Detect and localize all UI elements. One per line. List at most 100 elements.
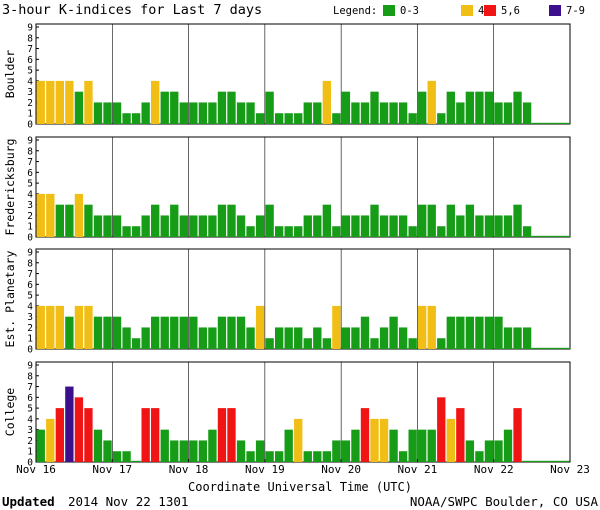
bar (503, 429, 513, 462)
bar (313, 451, 322, 462)
bar (522, 460, 532, 462)
bar (284, 327, 293, 349)
bar (274, 451, 284, 462)
bar (265, 451, 274, 462)
bar (93, 316, 103, 349)
bar (227, 408, 236, 462)
bar (541, 235, 551, 237)
bar (522, 226, 532, 237)
bar (284, 113, 293, 124)
bar (65, 316, 74, 349)
bar (475, 91, 484, 124)
legend-entry-label: 7-9 (566, 5, 585, 17)
bar (560, 235, 570, 237)
bar (494, 102, 503, 124)
y-tick-label: 6 (27, 393, 33, 404)
bar (418, 204, 427, 237)
bar (322, 204, 332, 237)
bar (112, 102, 122, 124)
bar (503, 215, 513, 237)
bar (513, 204, 522, 237)
bar (122, 113, 131, 124)
bar (36, 193, 45, 237)
y-tick-label: 8 (27, 258, 33, 269)
bar (370, 418, 379, 462)
y-tick-label: 9 (27, 361, 33, 372)
bar (208, 429, 217, 462)
bar (170, 204, 179, 237)
bar (379, 418, 389, 462)
bar (160, 429, 169, 462)
bar (74, 305, 84, 349)
y-tick-label: 1 (27, 447, 33, 458)
y-tick-label: 2 (27, 98, 33, 109)
bar (179, 440, 188, 462)
bar (427, 429, 436, 462)
x-tick-label: Nov 20 (321, 463, 361, 476)
bar (74, 91, 84, 124)
bar (475, 316, 484, 349)
bar (341, 327, 351, 349)
x-tick-label: Nov 16 (16, 463, 56, 476)
bar (494, 316, 503, 349)
bar (112, 316, 122, 349)
bar (408, 113, 417, 124)
bar (36, 305, 45, 349)
y-tick-label: 4 (27, 189, 33, 200)
bar (227, 204, 236, 237)
bar (437, 226, 446, 237)
bar (437, 397, 446, 462)
legend-swatch-0 (383, 5, 395, 16)
bar (46, 418, 55, 462)
bar (408, 338, 417, 349)
bar (198, 327, 208, 349)
bar (360, 102, 370, 124)
y-tick-label: 1 (27, 222, 33, 233)
bar (236, 440, 246, 462)
bar (122, 451, 131, 462)
bar (351, 215, 360, 237)
bar (550, 235, 561, 237)
bar (418, 305, 427, 349)
bar (475, 451, 484, 462)
panels: 0123456789Boulder0123456789Fredericksbur… (3, 23, 571, 469)
legend-swatch-3 (549, 5, 561, 16)
bar (513, 408, 522, 462)
bar (198, 215, 208, 237)
bar (112, 451, 122, 462)
bar (55, 80, 65, 124)
y-tick-label: 3 (27, 87, 33, 98)
y-tick-label: 7 (27, 269, 33, 280)
bar (303, 215, 312, 237)
bar (379, 327, 389, 349)
bar (189, 102, 198, 124)
bar (179, 215, 188, 237)
x-axis-label: Coordinate Universal Time (UTC) (188, 480, 412, 494)
bar (74, 193, 84, 237)
bar (294, 226, 303, 237)
bar (465, 440, 475, 462)
bar (541, 460, 551, 462)
bar (313, 327, 322, 349)
bar (437, 338, 446, 349)
bar (46, 305, 55, 349)
bar (93, 429, 103, 462)
bar (408, 429, 417, 462)
bar (341, 91, 351, 124)
bar (484, 316, 494, 349)
bar (522, 327, 532, 349)
bar (141, 408, 150, 462)
bar (122, 226, 131, 237)
bar (379, 215, 389, 237)
bar (446, 204, 455, 237)
y-tick-label: 8 (27, 33, 33, 44)
bar (208, 327, 217, 349)
y-tick-label: 9 (27, 136, 33, 147)
bar (141, 102, 150, 124)
bar (332, 226, 341, 237)
bar (303, 102, 312, 124)
bar (418, 91, 427, 124)
bar (427, 80, 436, 124)
